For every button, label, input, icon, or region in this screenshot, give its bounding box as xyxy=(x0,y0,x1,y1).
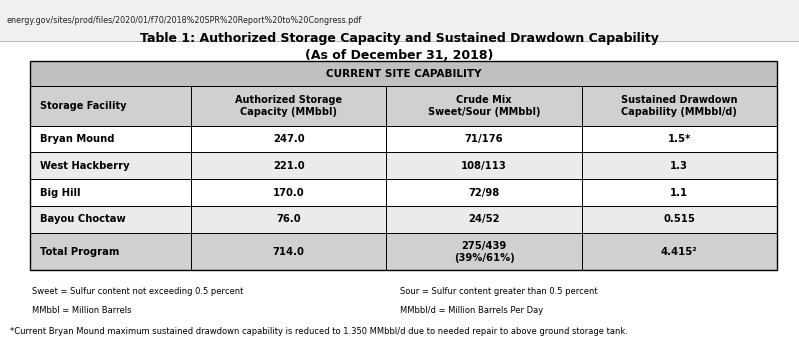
Text: 714.0: 714.0 xyxy=(272,246,304,257)
Text: 76.0: 76.0 xyxy=(276,214,301,225)
Text: 0.515: 0.515 xyxy=(663,214,695,225)
Text: 1.1: 1.1 xyxy=(670,187,688,198)
Text: 247.0: 247.0 xyxy=(272,134,304,144)
Bar xyxy=(30,233,191,270)
Text: *Current Bryan Mound maximum sustained drawdown capability is reduced to 1.350 M: *Current Bryan Mound maximum sustained d… xyxy=(10,327,627,336)
Text: 4.415²: 4.415² xyxy=(661,246,698,257)
Bar xyxy=(387,206,582,233)
Bar xyxy=(191,126,387,152)
Text: Bryan Mound: Bryan Mound xyxy=(40,134,114,144)
Bar xyxy=(30,152,191,179)
Bar xyxy=(191,152,387,179)
Text: 72/98: 72/98 xyxy=(468,187,499,198)
Text: 221.0: 221.0 xyxy=(272,161,304,171)
Bar xyxy=(191,206,387,233)
Text: energy.gov/sites/prod/files/2020/01/f70/2018%20SPR%20Report%20to%20Congress.pdf: energy.gov/sites/prod/files/2020/01/f70/… xyxy=(6,16,362,25)
Text: West Hackberry: West Hackberry xyxy=(40,161,129,171)
Text: 170.0: 170.0 xyxy=(272,187,304,198)
Text: Crude Mix
Sweet/Sour (MMbbl): Crude Mix Sweet/Sour (MMbbl) xyxy=(427,95,540,117)
Bar xyxy=(30,179,191,206)
Text: Sweet = Sulfur content not exceeding 0.5 percent: Sweet = Sulfur content not exceeding 0.5… xyxy=(32,287,244,296)
Text: Sour = Sulfur content greater than 0.5 percent: Sour = Sulfur content greater than 0.5 p… xyxy=(400,287,597,296)
Text: 1.3: 1.3 xyxy=(670,161,688,171)
Bar xyxy=(30,206,191,233)
Bar xyxy=(387,179,582,206)
Text: 275/439
(39%/61%): 275/439 (39%/61%) xyxy=(454,241,515,262)
Bar xyxy=(30,86,191,126)
Bar xyxy=(387,233,582,270)
Text: Big Hill: Big Hill xyxy=(40,187,81,198)
Bar xyxy=(387,86,582,126)
Bar xyxy=(387,152,582,179)
Text: Total Program: Total Program xyxy=(40,246,119,257)
Text: 1.5*: 1.5* xyxy=(667,134,691,144)
Bar xyxy=(30,126,191,152)
Text: 108/113: 108/113 xyxy=(461,161,507,171)
Text: 71/176: 71/176 xyxy=(465,134,503,144)
Bar xyxy=(191,233,387,270)
Text: 24/52: 24/52 xyxy=(468,214,500,225)
Bar xyxy=(582,206,777,233)
Text: CURRENT SITE CAPABILITY: CURRENT SITE CAPABILITY xyxy=(326,69,481,79)
Bar xyxy=(582,179,777,206)
Bar xyxy=(387,126,582,152)
Text: Authorized Storage
Capacity (MMbbl): Authorized Storage Capacity (MMbbl) xyxy=(235,95,342,117)
Bar xyxy=(30,61,777,270)
Bar xyxy=(30,61,777,86)
Bar xyxy=(582,126,777,152)
Bar xyxy=(191,86,387,126)
Bar xyxy=(582,86,777,126)
Bar xyxy=(582,152,777,179)
Bar xyxy=(582,233,777,270)
Bar xyxy=(0,0,799,41)
Text: Bayou Choctaw: Bayou Choctaw xyxy=(40,214,125,225)
Text: Storage Facility: Storage Facility xyxy=(40,101,126,111)
Text: MMbbl/d = Million Barrels Per Day: MMbbl/d = Million Barrels Per Day xyxy=(400,306,543,315)
Text: (As of December 31, 2018): (As of December 31, 2018) xyxy=(305,49,494,62)
Text: Table 1: Authorized Storage Capacity and Sustained Drawdown Capability: Table 1: Authorized Storage Capacity and… xyxy=(140,32,659,45)
Text: Sustained Drawdown
Capability (MMbbl/d): Sustained Drawdown Capability (MMbbl/d) xyxy=(621,95,737,117)
Text: MMbbl = Million Barrels: MMbbl = Million Barrels xyxy=(32,306,132,315)
Bar xyxy=(191,179,387,206)
